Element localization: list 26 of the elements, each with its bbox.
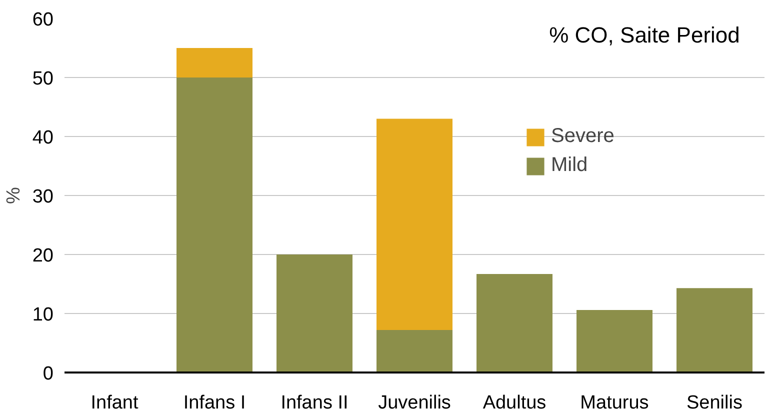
y-tick-label: 30: [32, 186, 54, 208]
y-tick-label: 10: [32, 304, 54, 326]
bar: [276, 254, 352, 372]
bar: [576, 310, 652, 372]
x-tick-label: Maturus: [580, 392, 649, 414]
x-tick-label: Infans II: [280, 392, 348, 414]
bar: [376, 330, 452, 372]
legend-label: Severe: [551, 125, 614, 148]
bar: [476, 274, 552, 372]
x-tick-label: Adultus: [482, 392, 546, 414]
bar: [676, 288, 752, 372]
bar: [176, 78, 252, 372]
x-tick-label: Infant: [90, 392, 139, 414]
x-tick-label: Infans I: [183, 392, 246, 414]
x-tick-label: Juvenilis: [378, 392, 451, 414]
bar: [176, 48, 252, 78]
y-tick-label: 40: [32, 128, 54, 148]
y-tick-label: 50: [32, 68, 54, 90]
bar: [376, 118, 452, 330]
y-tick-label: 60: [32, 10, 54, 30]
y-tick-label: 0: [42, 364, 54, 384]
legend-label: Mild: [551, 154, 588, 177]
y-axis-title: %: [3, 186, 24, 204]
chart-title: % CO, Saite Period: [549, 22, 740, 48]
y-tick-label: 20: [32, 246, 54, 266]
x-tick-label: Senilis: [686, 392, 742, 414]
